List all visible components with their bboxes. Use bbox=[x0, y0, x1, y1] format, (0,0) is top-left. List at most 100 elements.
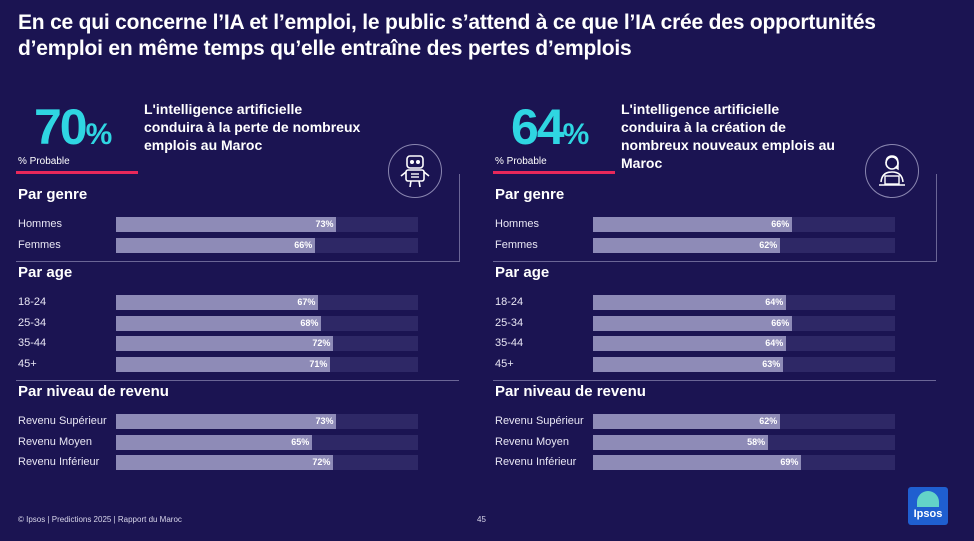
section-title: Par niveau de revenu bbox=[18, 383, 169, 400]
bar-track: 66% bbox=[593, 217, 895, 232]
bar: 64% bbox=[593, 295, 787, 310]
bar-row: Revenu Moyen 65% bbox=[16, 434, 459, 452]
bar: 65% bbox=[116, 434, 313, 450]
bar-row: Hommes 73% bbox=[16, 216, 459, 234]
bar-category-label: Revenu Moyen bbox=[495, 435, 569, 448]
bar-track: 62% bbox=[593, 414, 895, 429]
bar-row: 45+ 63% bbox=[493, 356, 936, 374]
bar: 73% bbox=[116, 217, 337, 232]
bar: 66% bbox=[116, 237, 316, 253]
bar-track: 67% bbox=[116, 295, 418, 310]
bar-category-label: 35-44 bbox=[495, 337, 524, 349]
logo-shape bbox=[917, 491, 939, 507]
bar-value-label: 66% bbox=[294, 239, 313, 250]
bar-value-label: 64% bbox=[765, 297, 784, 307]
big-percentage: 70% bbox=[34, 102, 112, 160]
bar-track: 73% bbox=[116, 414, 418, 429]
bar-row: Hommes 66% bbox=[493, 216, 936, 234]
bar: 63% bbox=[593, 356, 784, 372]
big-value: 70 bbox=[34, 99, 88, 155]
bar-row: 45+ 71% bbox=[16, 356, 459, 374]
bar-category-label: Revenu Supérieur bbox=[18, 415, 107, 427]
bar-value-label: 73% bbox=[315, 219, 334, 229]
big-unit: % bbox=[85, 118, 113, 151]
bar: 71% bbox=[116, 356, 331, 372]
bar: 68% bbox=[116, 315, 322, 331]
bar-track: 69% bbox=[593, 455, 895, 470]
bar: 67% bbox=[116, 295, 319, 310]
bar-value-label: 62% bbox=[759, 416, 778, 426]
ipsos-logo: Ipsos bbox=[908, 487, 948, 525]
bar-track: 58% bbox=[593, 434, 895, 450]
panel-job-loss: 70% % Probable L'intelligence artificiel… bbox=[16, 92, 476, 482]
bar-category-label: 25-34 bbox=[495, 316, 524, 329]
bar-category-label: Femmes bbox=[495, 238, 538, 251]
section-divider bbox=[16, 380, 459, 381]
section-divider bbox=[493, 380, 936, 381]
bar-track: 72% bbox=[116, 336, 418, 351]
logo-text: Ipsos bbox=[913, 508, 943, 520]
bar: 64% bbox=[593, 336, 787, 351]
bar-row: 25-34 66% bbox=[493, 315, 936, 333]
accent-underline bbox=[16, 171, 138, 174]
bar-category-label: Hommes bbox=[18, 218, 63, 230]
panel-headline: L'intelligence artificielle conduira à l… bbox=[144, 101, 361, 153]
bar-track: 62% bbox=[593, 237, 895, 253]
bar-row: Revenu Supérieur 73% bbox=[16, 413, 459, 431]
bar-row: Femmes 66% bbox=[16, 237, 459, 255]
big-percentage: 64% bbox=[511, 102, 589, 160]
big-value: 64 bbox=[511, 99, 565, 155]
bar-category-label: 25-34 bbox=[18, 316, 47, 329]
bar-value-label: 62% bbox=[759, 239, 778, 250]
panel-job-creation: 64% % Probable L'intelligence artificiel… bbox=[493, 92, 953, 482]
bar: 69% bbox=[593, 455, 802, 470]
bar-value-label: 66% bbox=[771, 219, 790, 229]
bar-track: 63% bbox=[593, 356, 895, 372]
divider-vertical bbox=[459, 174, 460, 262]
bar-row: 25-34 68% bbox=[16, 315, 459, 333]
accent-underline bbox=[493, 171, 615, 174]
section-title: Par age bbox=[18, 264, 73, 281]
bar-category-label: Hommes bbox=[495, 218, 540, 230]
bar-category-label: Femmes bbox=[18, 238, 61, 251]
bar-row: Femmes 62% bbox=[493, 237, 936, 255]
bar-row: Revenu Supérieur 62% bbox=[493, 413, 936, 431]
bar-category-label: 45+ bbox=[495, 357, 514, 370]
bar-category-label: 18-24 bbox=[18, 296, 47, 308]
bar-value-label: 66% bbox=[771, 317, 790, 328]
probable-label: % Probable bbox=[495, 156, 547, 167]
bar-category-label: Revenu Supérieur bbox=[495, 415, 584, 427]
panel-headline: L'intelligence artificielle conduira à l… bbox=[621, 101, 835, 171]
bar-value-label: 64% bbox=[765, 338, 784, 348]
section-divider bbox=[493, 261, 936, 262]
bar-category-label: 35-44 bbox=[18, 337, 47, 349]
bar-row: 18-24 67% bbox=[16, 294, 459, 312]
bar-track: 71% bbox=[116, 356, 418, 372]
section-title: Par niveau de revenu bbox=[495, 383, 646, 400]
bar-row: 35-44 72% bbox=[16, 335, 459, 353]
bar-value-label: 68% bbox=[300, 317, 319, 328]
office-worker-icon bbox=[865, 144, 919, 198]
bar-value-label: 71% bbox=[309, 358, 328, 369]
page-title: En ce qui concerne l’IA et l’emploi, le … bbox=[18, 10, 918, 62]
bar-track: 68% bbox=[116, 315, 418, 331]
bar-value-label: 63% bbox=[762, 358, 781, 369]
bar-category-label: Revenu Inférieur bbox=[495, 456, 577, 468]
bar-row: 35-44 64% bbox=[493, 335, 936, 353]
section-title: Par age bbox=[495, 264, 550, 281]
big-unit: % bbox=[562, 118, 590, 151]
bar-category-label: Revenu Inférieur bbox=[18, 456, 100, 468]
robot-icon bbox=[388, 144, 442, 198]
bar-track: 73% bbox=[116, 217, 418, 232]
section-title: Par genre bbox=[495, 186, 565, 203]
bar-value-label: 72% bbox=[312, 457, 331, 467]
probable-label: % Probable bbox=[18, 156, 70, 167]
bar-value-label: 72% bbox=[312, 338, 331, 348]
page-number: 45 bbox=[477, 515, 486, 524]
section-title: Par genre bbox=[18, 186, 88, 203]
bar-value-label: 69% bbox=[780, 457, 799, 467]
bar-track: 65% bbox=[116, 434, 418, 450]
bar: 62% bbox=[593, 237, 781, 253]
bar: 58% bbox=[593, 434, 769, 450]
bar-track: 64% bbox=[593, 336, 895, 351]
